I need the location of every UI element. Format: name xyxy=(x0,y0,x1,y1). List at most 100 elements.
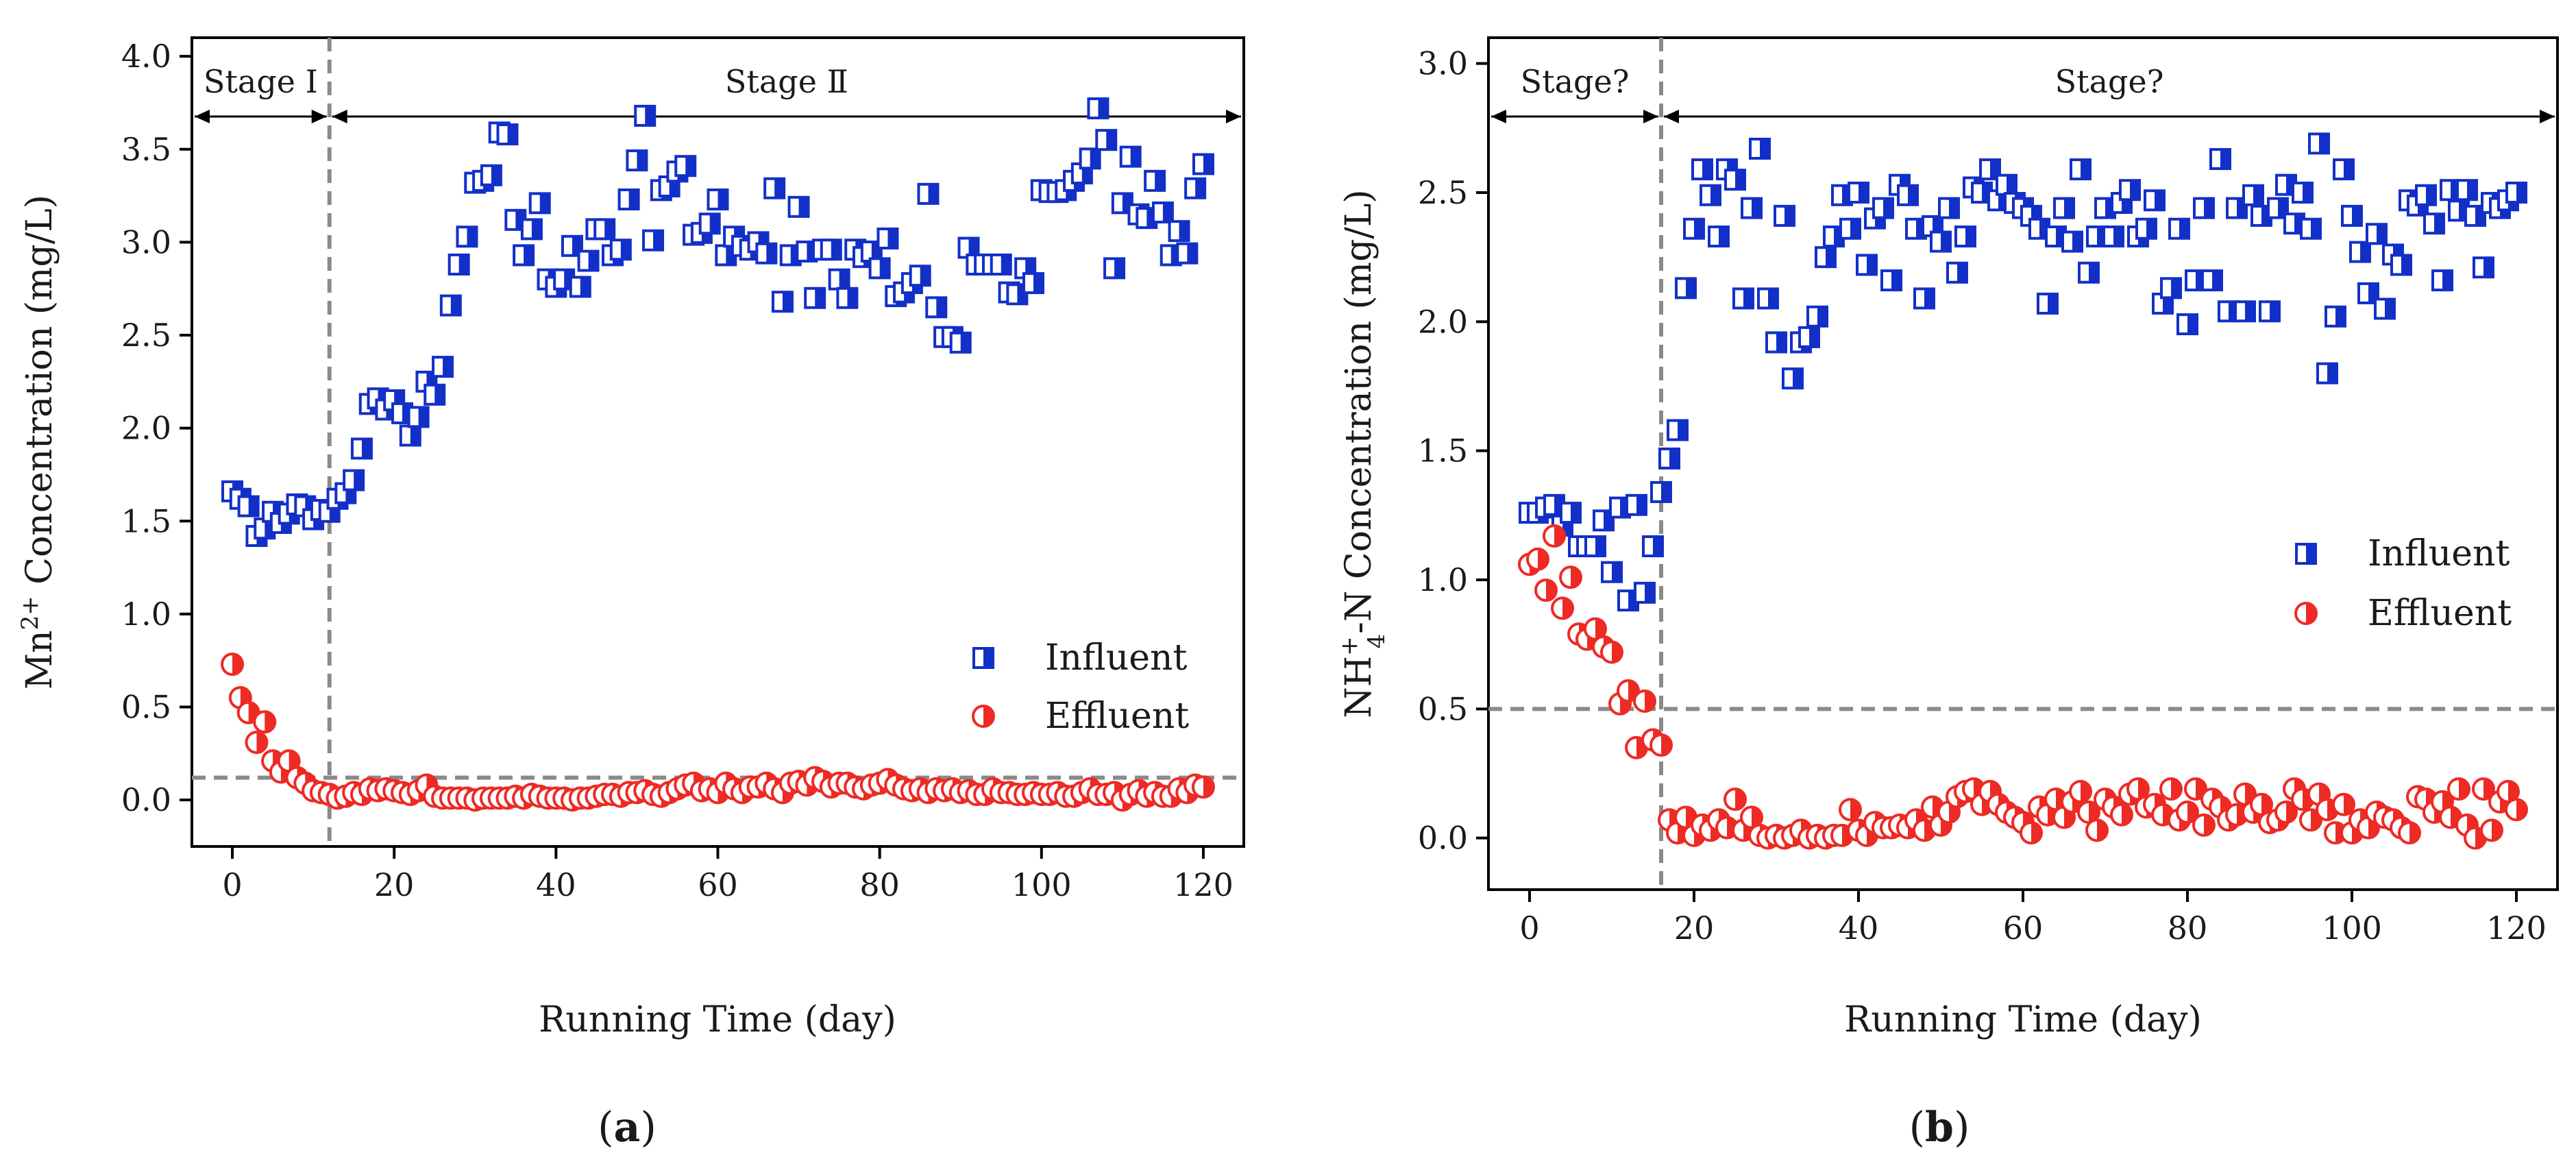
effluent-point xyxy=(2192,813,2216,837)
effluent-point xyxy=(2505,798,2528,822)
legend: Influent Effluent xyxy=(2294,533,2512,634)
influent-point xyxy=(1938,197,1960,219)
influent-point xyxy=(771,291,794,313)
y-axis-title-base: NH xyxy=(1338,656,1379,718)
y-tick-label: 1.5 xyxy=(1418,432,1468,469)
influent-point xyxy=(1741,197,1763,219)
influent-point xyxy=(1708,225,1730,248)
influent-point xyxy=(2423,212,2445,235)
influent-point xyxy=(2366,223,2388,245)
stage-label: Stage? xyxy=(1521,63,1630,100)
influent-point xyxy=(2037,292,2059,315)
influent-point xyxy=(432,356,454,378)
stage-arrow-head-right xyxy=(2540,110,2555,123)
panel-label-a-open: ( xyxy=(598,1103,613,1151)
legend-effluent-marker xyxy=(2294,602,2318,625)
reference-lines xyxy=(192,38,1244,846)
influent-point xyxy=(350,437,373,460)
influent-point xyxy=(424,383,446,406)
legend-influent-marker xyxy=(972,647,994,669)
x-tick-label: 80 xyxy=(859,866,900,903)
effluent-point xyxy=(2069,779,2092,803)
influent-point xyxy=(569,276,591,298)
y-axis-title: Mn2+ Concentration (mg/L) xyxy=(16,195,60,690)
influent-point xyxy=(1782,367,1804,390)
influent-point xyxy=(1087,97,1109,120)
y-tick-label: 3.5 xyxy=(121,131,171,168)
influent-point xyxy=(1880,269,1902,292)
stage-label: Stage Ⅰ xyxy=(204,63,318,100)
influent-point xyxy=(1930,230,1952,253)
influent-point xyxy=(787,195,810,218)
influent-point xyxy=(513,244,535,267)
influent-point xyxy=(2201,269,2223,292)
influent-point xyxy=(2061,230,2083,253)
influent-point xyxy=(2415,184,2437,206)
reference-lines xyxy=(1488,38,2557,890)
influent-point xyxy=(1184,177,1207,199)
effluent-point xyxy=(2176,801,2199,824)
effluent-point xyxy=(1839,798,1862,822)
influent-point xyxy=(2160,277,2182,300)
x-tick-label: 60 xyxy=(2003,910,2044,947)
influent-point xyxy=(626,149,648,172)
influent-point xyxy=(1560,502,1582,524)
y-tick-label: 0.5 xyxy=(1418,690,1468,727)
panel-label-b-open: ( xyxy=(1909,1103,1925,1151)
influent-point xyxy=(1095,129,1118,151)
influent-point xyxy=(1168,220,1190,243)
legend-effluent-marker xyxy=(972,705,995,728)
influent-point xyxy=(2135,217,2157,240)
influent-point xyxy=(1749,137,1771,160)
influent-point xyxy=(642,229,665,252)
effluent-point xyxy=(221,652,245,676)
effluent-point xyxy=(2332,792,2355,816)
y-tick-label: 0.0 xyxy=(121,781,171,818)
influent-point xyxy=(925,296,948,319)
influent-point xyxy=(2456,179,2478,202)
panel-label-a-close: ) xyxy=(640,1103,656,1151)
influent-point xyxy=(1079,147,1101,170)
x-tick-label: 0 xyxy=(222,866,242,903)
x-tick-label: 120 xyxy=(2486,910,2547,947)
effluent-point xyxy=(1649,733,1673,757)
influent-point xyxy=(1658,447,1680,469)
effluent-point xyxy=(2110,803,2133,827)
effluent-point xyxy=(1600,640,1623,664)
y-tick-label: 1.5 xyxy=(121,502,171,539)
stage-label: Stage? xyxy=(2055,63,2164,100)
effluent-point xyxy=(1724,788,1747,812)
influent-point xyxy=(1192,153,1214,175)
influent-point xyxy=(1839,217,1861,240)
influent-point xyxy=(755,242,778,265)
y-tick-label: 2.0 xyxy=(1418,303,1468,340)
panel-label-a: (a) xyxy=(598,1103,657,1151)
x-axis-title: Running Time (day) xyxy=(1844,999,2202,1040)
influent-point xyxy=(1913,287,1935,310)
effluent-point xyxy=(1559,565,1582,589)
influent-point xyxy=(456,225,478,248)
y-tick-label: 0.0 xyxy=(1418,820,1468,857)
influent-point xyxy=(343,469,365,491)
influent-point xyxy=(609,239,632,261)
influent-point xyxy=(1593,509,1615,532)
legend-influent-label: Influent xyxy=(2368,533,2510,574)
panel-label-a-letter: a xyxy=(614,1103,641,1151)
influent-point xyxy=(909,265,931,287)
influent-point xyxy=(1765,331,1787,354)
influent-point xyxy=(2234,300,2256,323)
influent-point xyxy=(917,182,940,205)
legend-influent-marker xyxy=(2295,543,2317,565)
influent-point xyxy=(1151,201,1174,223)
influent-point xyxy=(2292,182,2314,204)
influent-point xyxy=(1626,493,1647,516)
effluent-point xyxy=(2472,777,2495,801)
influent-point xyxy=(2333,158,2355,181)
chart-panel-a: 0 20 40 60 80 100 120 0.0 0.5 1.0 1.5 2.0 2.5 3.0 3.5 4… xyxy=(16,36,1245,1151)
influent-point xyxy=(2259,300,2281,323)
influent-point xyxy=(1103,257,1126,280)
influent-point xyxy=(2505,182,2527,204)
influent-point xyxy=(2316,362,2338,385)
influent-point xyxy=(828,268,850,291)
